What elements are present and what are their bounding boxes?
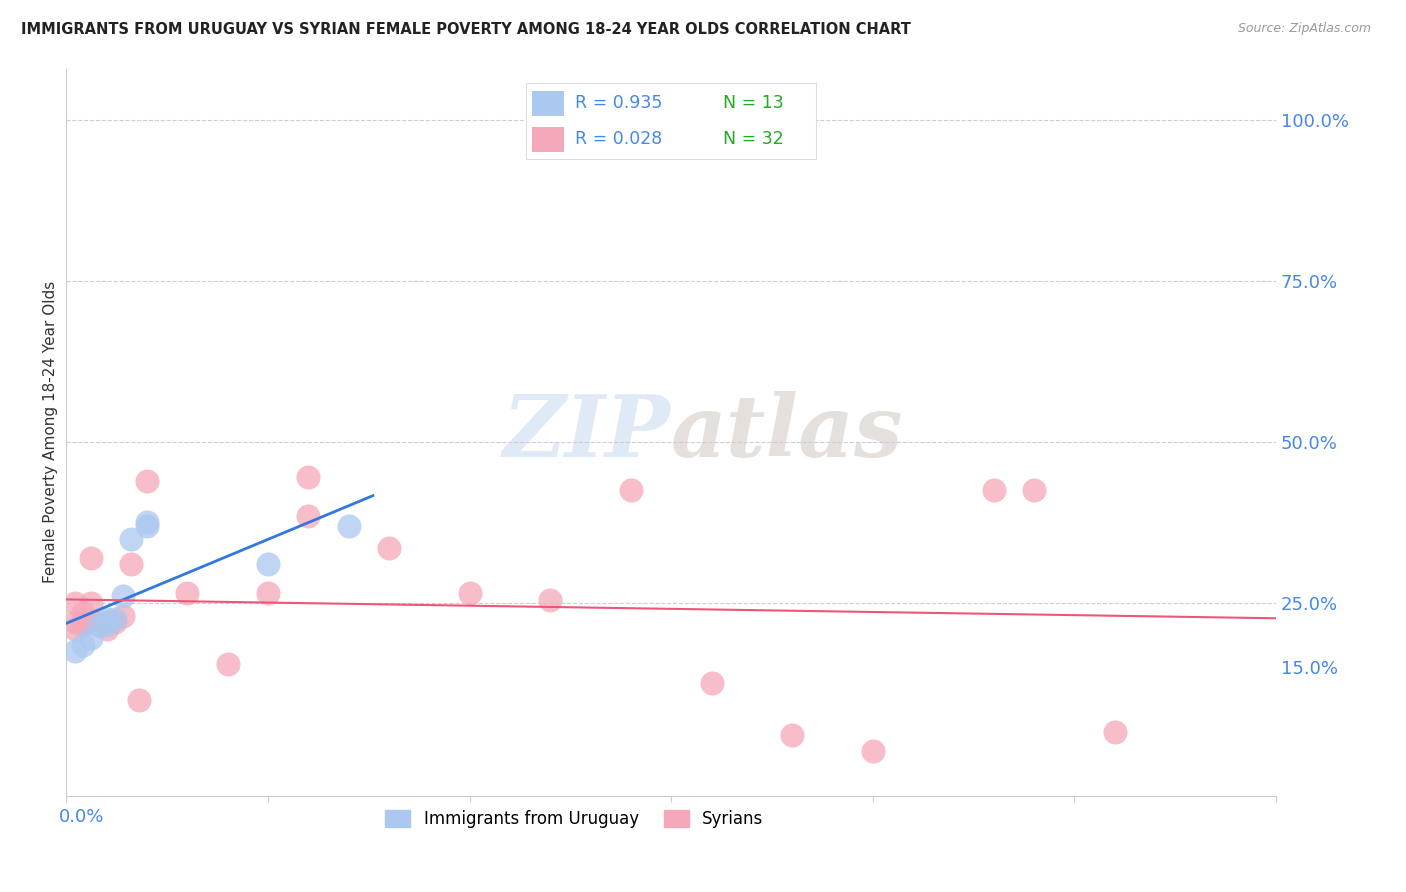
Text: IMMIGRANTS FROM URUGUAY VS SYRIAN FEMALE POVERTY AMONG 18-24 YEAR OLDS CORRELATI: IMMIGRANTS FROM URUGUAY VS SYRIAN FEMALE… (21, 22, 911, 37)
Point (1022, 483, 1045, 498)
Point (96, 618, 118, 632)
Point (96, 622, 118, 636)
Text: Source: ZipAtlas.com: Source: ZipAtlas.com (1237, 22, 1371, 36)
Point (217, 657, 239, 672)
Point (538, 592, 561, 607)
Point (700, 676, 723, 690)
Point (176, 586, 198, 600)
Point (257, 558, 280, 572)
Point (72, 606, 94, 620)
Point (96, 615, 118, 630)
Point (63, 644, 86, 658)
Point (104, 615, 127, 630)
Point (297, 470, 319, 484)
Point (111, 608, 134, 623)
Y-axis label: Female Poverty Among 18-24 Year Olds: Female Poverty Among 18-24 Year Olds (44, 281, 58, 583)
Point (79, 550, 101, 565)
Point (79, 615, 101, 630)
Point (63, 596, 86, 610)
Point (104, 612, 127, 626)
Point (337, 518, 360, 533)
Point (72, 618, 94, 632)
Point (983, 483, 1005, 498)
Point (136, 516, 159, 530)
Point (136, 518, 159, 533)
Point (63, 615, 86, 630)
Point (862, 744, 884, 758)
Point (79, 596, 101, 610)
Point (297, 508, 319, 523)
Point (111, 590, 134, 604)
Point (620, 483, 643, 498)
Point (378, 541, 401, 556)
Text: ZIP: ZIP (503, 391, 671, 474)
Point (120, 532, 142, 546)
Point (72, 638, 94, 652)
Text: atlas: atlas (671, 391, 904, 474)
Legend: Immigrants from Uruguay, Syrians: Immigrants from Uruguay, Syrians (378, 804, 770, 835)
Point (458, 586, 481, 600)
Point (79, 632, 101, 646)
Point (87, 618, 110, 632)
Point (87, 618, 110, 632)
Point (780, 728, 803, 742)
Point (63, 622, 86, 636)
Point (257, 586, 280, 600)
Text: 0.0%: 0.0% (59, 807, 104, 826)
Point (136, 474, 159, 488)
Point (120, 558, 142, 572)
Point (128, 692, 150, 706)
Point (1104, 724, 1126, 739)
Point (96, 612, 118, 626)
Point (72, 615, 94, 630)
